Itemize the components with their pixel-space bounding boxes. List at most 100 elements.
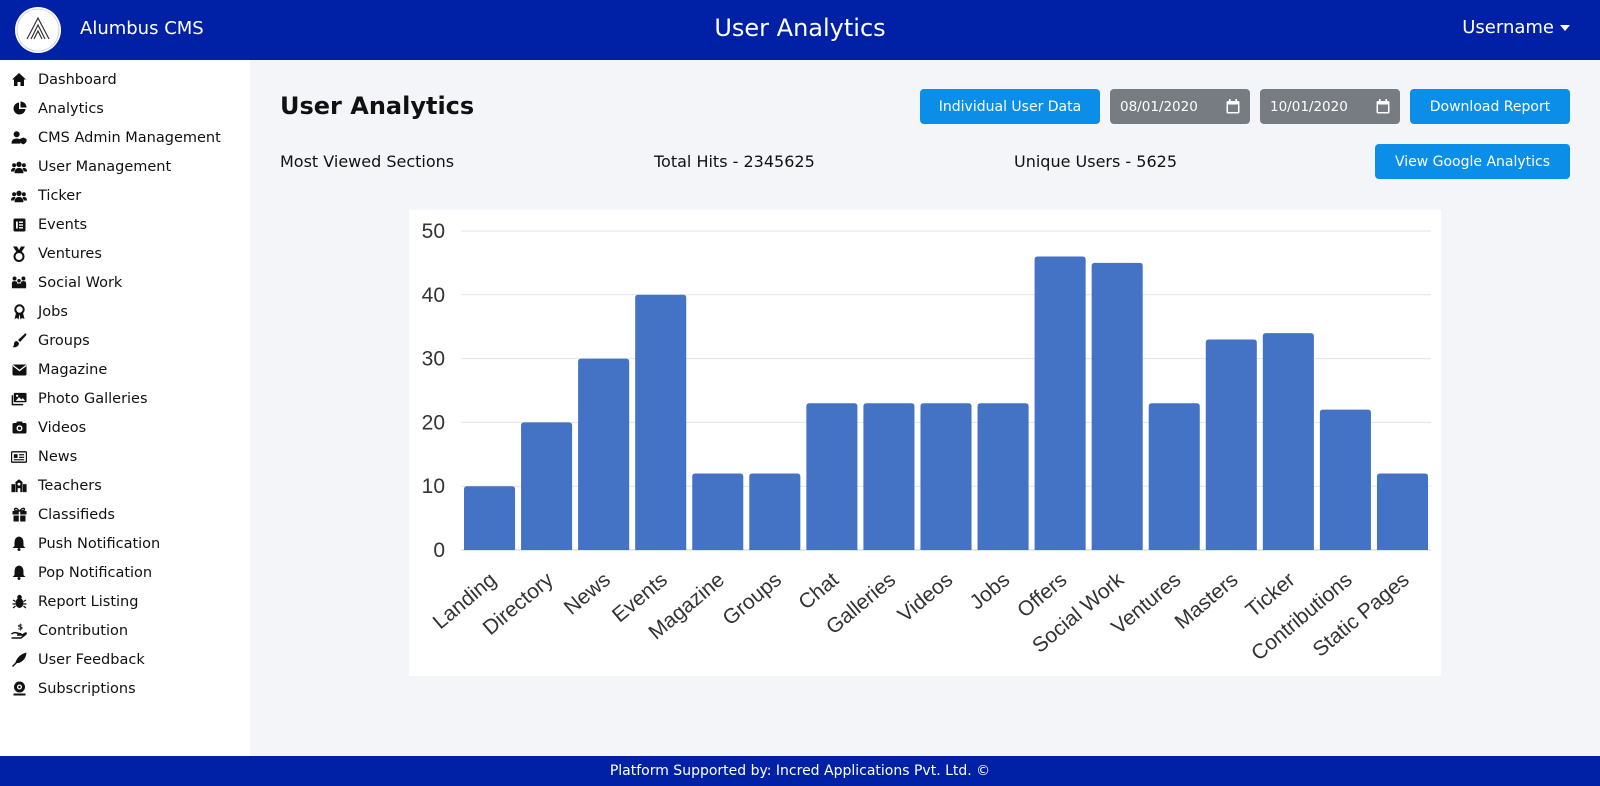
user-menu-dropdown[interactable]: Username: [1462, 17, 1570, 38]
sidebar-item-events[interactable]: Events: [0, 210, 250, 239]
y-tick-label: 0: [433, 539, 445, 562]
header-page-title: User Analytics: [714, 14, 886, 42]
sidebar-item-cms-admin-management[interactable]: CMS Admin Management: [0, 123, 250, 152]
bar-ventures[interactable]: [1148, 403, 1200, 550]
svg-text:$: $: [18, 623, 24, 632]
sidebar-item-analytics[interactable]: Analytics: [0, 94, 250, 123]
medal-icon: [11, 246, 27, 262]
top-navbar: Alumbus CMS User Analytics Username: [0, 0, 1600, 60]
most-viewed-sections-label: Most Viewed Sections: [280, 152, 455, 171]
sidebar-item-photo-galleries[interactable]: Photo Galleries: [0, 384, 250, 413]
envelope-icon: [11, 362, 27, 378]
sidebar-item-ventures[interactable]: Ventures: [0, 239, 250, 268]
sidebar-item-social-work[interactable]: Social Work: [0, 268, 250, 297]
x-tick-label: Jobs: [966, 568, 1015, 614]
calendar-icon[interactable]: [1376, 99, 1390, 118]
school-icon: [11, 478, 27, 494]
start-date-input[interactable]: 08/01/2020: [1110, 89, 1250, 124]
bar-social-work[interactable]: [1091, 262, 1143, 550]
bar-chat[interactable]: [806, 403, 858, 550]
sidebar-item-label: Analytics: [38, 100, 104, 117]
calendar-icon[interactable]: [1226, 99, 1240, 118]
sidebar-item-label: Ventures: [38, 245, 102, 262]
x-tick-label: Chat: [794, 568, 843, 614]
pie-chart-icon: [11, 101, 27, 117]
feather-icon: [11, 652, 27, 668]
end-date-value: 10/01/2020: [1270, 98, 1348, 115]
bar-events[interactable]: [635, 294, 687, 550]
end-date-input[interactable]: 10/01/2020: [1260, 89, 1400, 124]
gift-icon: [11, 507, 27, 523]
bar-masters[interactable]: [1205, 339, 1257, 550]
x-tick-label: Groups: [718, 568, 786, 630]
unique-users-stat: Unique Users - 5625: [1014, 152, 1177, 171]
camera-icon: [11, 420, 27, 436]
sidebar-item-ticker[interactable]: Ticker: [0, 181, 250, 210]
user-shield-icon: [11, 130, 27, 146]
sidebar-item-label: CMS Admin Management: [38, 129, 221, 146]
bar-contributions[interactable]: [1319, 409, 1371, 550]
x-tick-label: Videos: [894, 568, 958, 627]
y-tick-label: 30: [422, 348, 445, 371]
sidebar-item-groups[interactable]: Groups: [0, 326, 250, 355]
calendar-list-icon: [11, 217, 27, 233]
bar-galleries[interactable]: [863, 403, 915, 550]
page-title: User Analytics: [280, 92, 475, 120]
sidebar-item-label: Contribution: [38, 622, 129, 639]
sidebar-item-user-feedback[interactable]: User Feedback: [0, 645, 250, 674]
footer: Platform Supported by: Incred Applicatio…: [0, 756, 1600, 786]
users-icon: [11, 188, 27, 204]
bar-directory[interactable]: [521, 422, 573, 550]
sidebar-item-dashboard[interactable]: Dashboard: [0, 65, 250, 94]
sidebar-item-magazine[interactable]: Magazine: [0, 355, 250, 384]
bar-videos[interactable]: [920, 403, 972, 550]
bar-static-pages[interactable]: [1376, 473, 1428, 550]
sidebar-item-label: Teachers: [38, 477, 102, 494]
download-report-button[interactable]: Download Report: [1410, 89, 1570, 124]
bar-groups[interactable]: [749, 473, 801, 550]
sidebar-item-contribution[interactable]: $ Contribution: [0, 616, 250, 645]
bar-landing[interactable]: [464, 486, 516, 550]
sidebar-item-videos[interactable]: Videos: [0, 413, 250, 442]
view-google-analytics-button[interactable]: View Google Analytics: [1375, 144, 1570, 179]
sidebar-item-news[interactable]: News: [0, 442, 250, 471]
y-tick-label: 20: [422, 411, 445, 434]
people-group-icon: [11, 275, 27, 291]
sidebar-item-label: News: [38, 448, 78, 465]
bar-magazine[interactable]: [692, 473, 744, 550]
sidebar-item-jobs[interactable]: Jobs: [0, 297, 250, 326]
brand-logo[interactable]: [15, 7, 61, 53]
sidebar-item-teachers[interactable]: Teachers: [0, 471, 250, 500]
sidebar-item-label: Subscriptions: [38, 680, 136, 697]
username-label: Username: [1462, 17, 1554, 38]
subscription-icon: [11, 681, 27, 697]
images-icon: [11, 391, 27, 407]
bell-icon: [11, 536, 27, 552]
bar-offers[interactable]: [1034, 256, 1086, 550]
x-tick-label: Masters: [1171, 568, 1243, 634]
sidebar-item-user-management[interactable]: User Management: [0, 152, 250, 181]
sidebar-item-label: Events: [38, 216, 88, 233]
brand-name[interactable]: Alumbus CMS: [80, 18, 204, 39]
bar-jobs[interactable]: [977, 403, 1029, 550]
sidebar-item-label: Groups: [38, 332, 90, 349]
sidebar-item-label: Push Notification: [38, 535, 161, 552]
newspaper-icon: [11, 449, 27, 465]
sidebar-item-label: Ticker: [38, 187, 82, 204]
y-tick-label: 40: [422, 284, 445, 307]
total-hits-stat: Total Hits - 2345625: [654, 152, 815, 171]
sidebar-item-classifieds[interactable]: Classifieds: [0, 500, 250, 529]
sidebar-item-report-listing[interactable]: Report Listing: [0, 587, 250, 616]
bar-news[interactable]: [578, 358, 630, 550]
sidebar-item-label: Magazine: [38, 361, 108, 378]
sidebar-item-push-notification[interactable]: Push Notification: [0, 529, 250, 558]
sidebar-item-pop-notification[interactable]: Pop Notification: [0, 558, 250, 587]
caret-down-icon: [1560, 24, 1570, 31]
sidebar-item-subscriptions[interactable]: Subscriptions: [0, 674, 250, 703]
sidebar-item-label: User Management: [38, 158, 172, 175]
hand-dollar-icon: $: [11, 623, 27, 639]
users-icon: [11, 159, 27, 175]
bar-ticker[interactable]: [1262, 333, 1314, 550]
individual-user-data-button[interactable]: Individual User Data: [920, 89, 1100, 124]
